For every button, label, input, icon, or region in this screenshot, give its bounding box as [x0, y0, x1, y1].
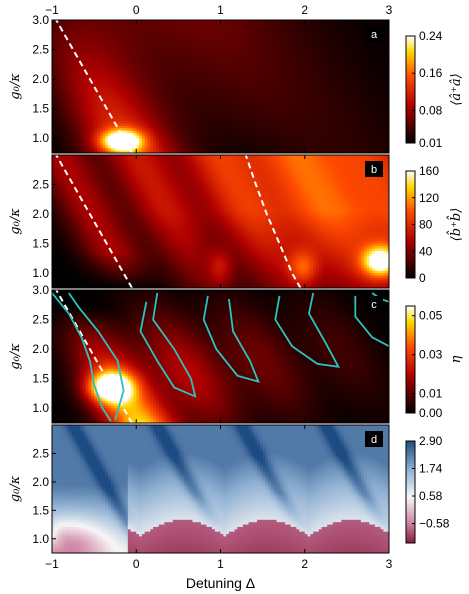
panel-a	[52, 20, 390, 154]
